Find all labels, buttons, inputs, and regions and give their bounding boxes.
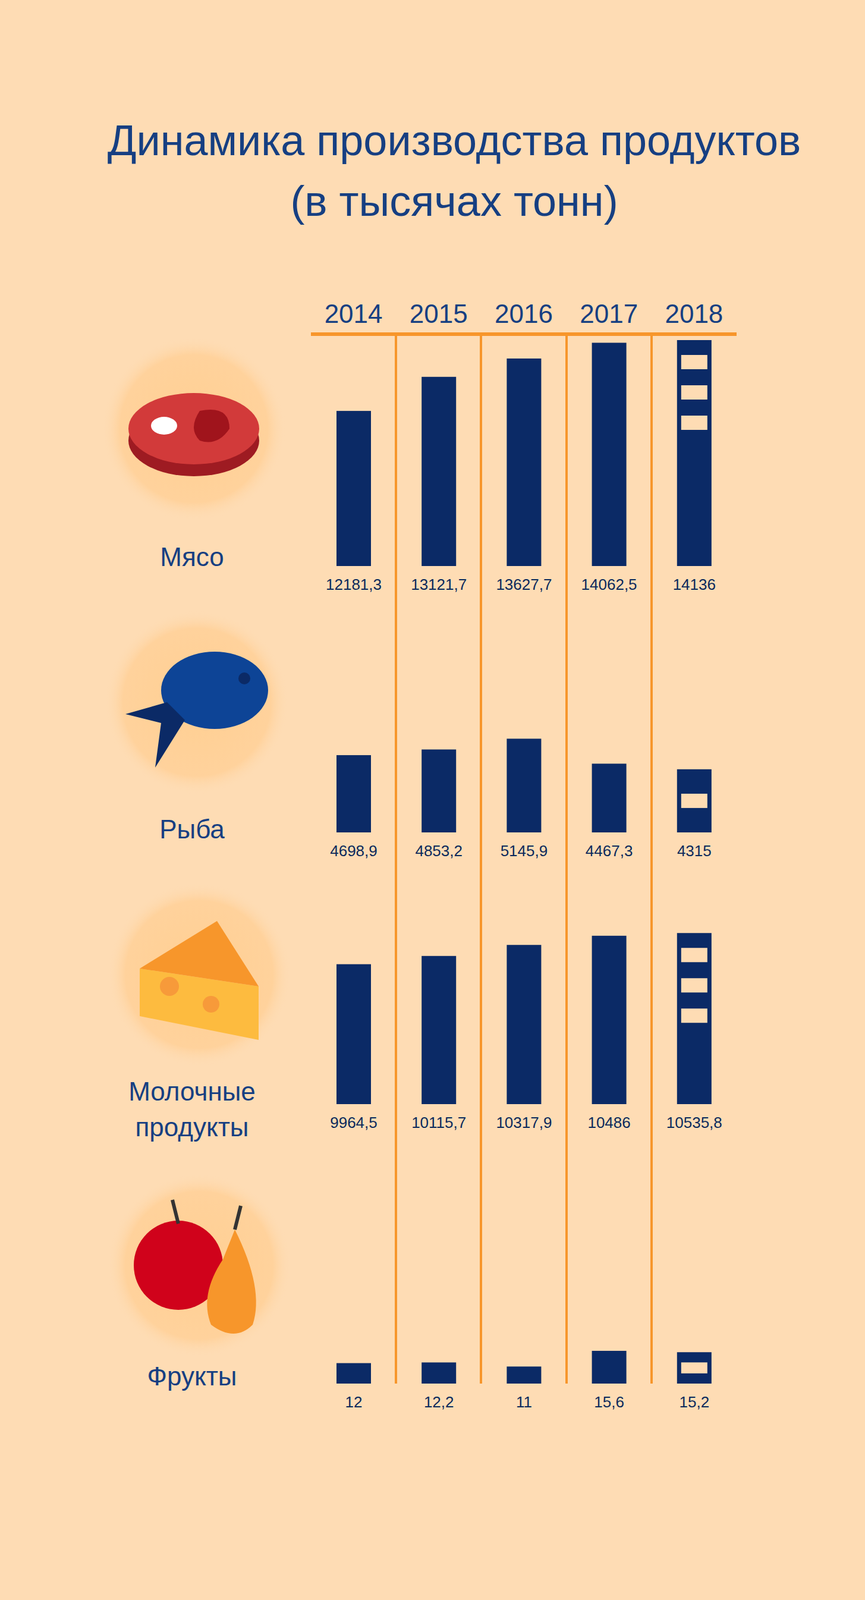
- svg-text:13121,7: 13121,7: [410, 575, 467, 594]
- svg-text:13627,7: 13627,7: [495, 575, 552, 594]
- svg-text:5145,9: 5145,9: [500, 841, 549, 860]
- svg-text:11: 11: [516, 1392, 533, 1411]
- svg-text:4698,9: 4698,9: [329, 841, 378, 860]
- svg-text:4853,2: 4853,2: [414, 841, 463, 860]
- svg-text:10317,9: 10317,9: [495, 1113, 552, 1132]
- html-text:2018: 2018: [664, 299, 724, 329]
- svg-text:12,2: 12,2: [423, 1392, 455, 1411]
- html-text:Фрукты: Фрукты: [147, 1361, 237, 1391]
- svg-text:4467,3: 4467,3: [585, 841, 634, 860]
- svg-text:14136: 14136: [672, 575, 716, 594]
- svg-text:12181,3: 12181,3: [325, 575, 382, 594]
- html-text:2015: 2015: [409, 299, 468, 329]
- html-text:2017: 2017: [579, 299, 638, 329]
- svg-text:12: 12: [345, 1392, 363, 1411]
- svg-text:9964,5: 9964,5: [329, 1113, 378, 1132]
- svg-text:10486: 10486: [587, 1113, 631, 1132]
- svg-text:10535,8: 10535,8: [666, 1113, 723, 1132]
- svg-text:14062,5: 14062,5: [581, 575, 638, 594]
- svg-text:4315: 4315: [677, 841, 712, 860]
- html-text:2016: 2016: [494, 299, 553, 329]
- html-text:Динамика производства продукто: Динамика производства продуктов (в тысяч…: [107, 116, 801, 225]
- html-text:Молочные продукты: Молочные продукты: [128, 1076, 256, 1142]
- svg-text:15,2: 15,2: [678, 1392, 710, 1411]
- html-text:Рыба: Рыба: [159, 814, 225, 844]
- svg-text:10115,7: 10115,7: [411, 1113, 467, 1132]
- html-text:2014: 2014: [324, 299, 383, 329]
- svg-text:15,6: 15,6: [593, 1392, 625, 1411]
- html-text:Мясо: Мясо: [160, 542, 224, 572]
